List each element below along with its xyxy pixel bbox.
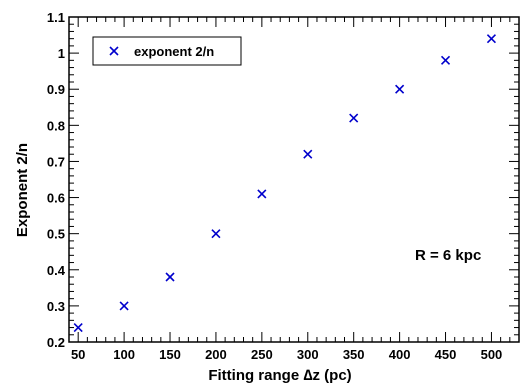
annotation-r-value: R = 6 kpc (415, 247, 481, 264)
axes (68, 16, 520, 343)
data-point (73, 322, 83, 333)
x-tick-label: 250 (251, 347, 273, 362)
data-point (303, 149, 313, 159)
y-tick-label: 0.5 (47, 227, 65, 242)
legend: exponent 2/n (92, 36, 242, 66)
x-axis-title: Fitting range ∆z (pc) (208, 367, 351, 384)
data-point (257, 189, 267, 199)
x-tick-label: 300 (297, 347, 319, 362)
legend-marker-cross (109, 46, 119, 56)
x-tick-label: 150 (159, 347, 181, 362)
x-tick-label: 500 (481, 347, 503, 362)
data-point (440, 55, 451, 65)
data-point (119, 301, 129, 311)
y-tick-label: 0.7 (47, 154, 65, 169)
y-tick-label: 0.2 (47, 335, 65, 350)
axis-ticks: 50 100 150 200 250 300 350 400 450 500 0.2 0.3 0.4 0.… (47, 10, 520, 362)
x-tick-label: 100 (113, 347, 135, 362)
plot-frame (68, 16, 520, 343)
y-tick-label: 1.1 (47, 10, 65, 25)
data-point (349, 113, 359, 123)
y-axis-title: Exponent 2/n (14, 143, 31, 237)
y-tick-label: 0.6 (47, 191, 65, 206)
x-tick-label: 200 (205, 347, 227, 362)
y-tick-label: 0.9 (47, 82, 65, 97)
data-point (165, 272, 175, 282)
y-tick-label: 0.3 (47, 299, 65, 314)
x-tick-label: 50 (71, 347, 85, 362)
y-tick-label: 0.8 (47, 118, 65, 133)
y-tick-label: 0.4 (47, 263, 66, 278)
legend-entry-label: exponent 2/n (134, 44, 214, 59)
x-tick-label: 350 (343, 347, 365, 362)
y-tick-label: 1 (58, 46, 65, 61)
data-point (395, 84, 405, 94)
x-tick-label: 450 (435, 347, 457, 362)
legend-box (92, 36, 242, 66)
x-tick-label: 400 (389, 347, 411, 362)
data-points (73, 34, 497, 333)
data-point (211, 229, 221, 239)
data-point (486, 34, 497, 44)
